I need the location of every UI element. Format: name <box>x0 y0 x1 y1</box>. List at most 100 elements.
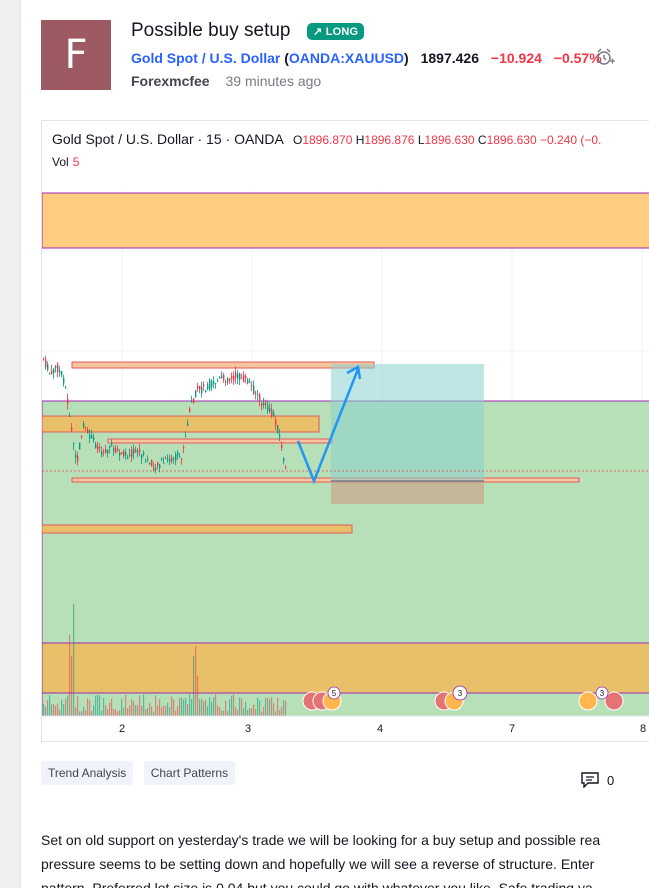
idea-description: Set on old support on yesterday's trade … <box>41 828 649 888</box>
price-change: −10.924 <box>490 50 542 66</box>
volume-bar <box>121 698 123 716</box>
candle-body <box>235 372 237 378</box>
demand-zone-orange[interactable] <box>42 642 649 694</box>
support-line-2[interactable] <box>71 477 580 483</box>
candle-body <box>93 437 95 441</box>
candle-body <box>119 452 121 456</box>
candle-body <box>107 450 109 454</box>
volume-bar <box>171 696 173 716</box>
volume-bar <box>83 706 85 716</box>
candle-body <box>187 423 189 426</box>
volume-bar <box>53 703 55 716</box>
time-tick: 2 <box>119 723 125 735</box>
symbol-name-link[interactable]: Gold Spot / U.S. Dollar <box>131 50 281 66</box>
tag-chart-patterns[interactable]: Chart Patterns <box>143 761 236 785</box>
volume-bar <box>97 694 99 716</box>
comments-button[interactable]: 0 <box>581 772 614 788</box>
chart-canvas[interactable]: 5 3 3 2 3 4 7 8 <box>42 121 649 741</box>
volume-bar <box>133 701 135 716</box>
volume-bar <box>127 708 129 716</box>
volume-bar <box>229 699 231 716</box>
candle-body <box>125 452 127 455</box>
volume-bar <box>201 699 203 716</box>
volume-bar <box>147 708 149 716</box>
volume-bar <box>241 698 243 716</box>
candle-body <box>139 449 141 452</box>
candle-body <box>179 456 181 458</box>
volume-bar <box>169 707 171 716</box>
candle-body <box>211 381 213 387</box>
symbol-code-wrap: (OANDA:XAUUSD) <box>284 50 409 66</box>
candle-body <box>177 452 179 456</box>
symbol-line: Gold Spot / U.S. Dollar (OANDA:XAUUSD) 1… <box>131 50 602 66</box>
candle-body <box>175 454 177 461</box>
candle-body <box>145 459 147 461</box>
candle-body <box>253 385 255 395</box>
time-tick: 3 <box>245 723 251 735</box>
candle-body <box>137 451 139 454</box>
volume-bar <box>129 705 131 716</box>
description-line: pressure seems to be setting down and ho… <box>41 856 595 872</box>
candle-body <box>149 462 151 465</box>
candle-body <box>213 381 215 384</box>
author-name[interactable]: Forexmcfee <box>131 73 210 89</box>
volume-bar <box>167 702 169 716</box>
chart-panel[interactable]: 5 3 3 2 3 4 7 8 Gold Spot / U.S. Dollar … <box>41 120 649 742</box>
volume-bar <box>263 706 265 716</box>
candle-body <box>215 383 217 385</box>
candle-body <box>99 447 101 449</box>
volume-bar <box>225 700 227 716</box>
candle-body <box>115 448 117 453</box>
volume-bar <box>223 710 225 716</box>
publish-time: 39 minutes ago <box>225 73 322 89</box>
volume-bar <box>197 675 199 716</box>
candle-body <box>217 380 219 382</box>
candle-body <box>49 373 51 375</box>
resistance-box[interactable] <box>71 361 375 369</box>
volume-bar <box>99 695 101 716</box>
tag-list: Trend Analysis Chart Patterns <box>41 761 241 785</box>
candle-body <box>261 403 263 406</box>
lower-box[interactable] <box>42 524 353 534</box>
economic-event-icons[interactable]: 5 3 3 <box>302 685 624 711</box>
tag-trend-analysis[interactable]: Trend Analysis <box>41 761 134 785</box>
volume-bar <box>79 711 81 716</box>
candle-body <box>161 459 163 461</box>
candle-body <box>281 444 283 449</box>
time-axis[interactable]: 2 3 4 7 8 <box>119 723 646 735</box>
volume-bar <box>115 709 117 716</box>
trend-up-icon: ↗ <box>313 26 323 38</box>
price-candles <box>43 355 287 474</box>
candle-body <box>157 462 159 466</box>
stop-area[interactable] <box>331 481 484 504</box>
candle-body <box>53 368 55 373</box>
volume-bar <box>101 710 103 716</box>
volume-bar <box>189 694 191 716</box>
candle-body <box>199 385 201 390</box>
volume-bar <box>161 707 163 716</box>
candle-body <box>197 386 199 389</box>
supply-zone-top[interactable] <box>42 192 649 249</box>
author-avatar[interactable]: F <box>41 20 111 90</box>
mid-box[interactable] <box>42 415 320 433</box>
volume-bar <box>89 700 91 716</box>
candle-body <box>251 385 253 387</box>
volume-bar <box>203 701 205 716</box>
volume-bar <box>87 698 89 716</box>
volume-bar <box>113 708 115 716</box>
volume-bar <box>51 704 53 716</box>
idea-title[interactable]: Possible buy setup <box>131 20 291 41</box>
symbol-code-link[interactable]: OANDA:XAUUSD <box>288 50 405 66</box>
volume-bar <box>77 696 79 716</box>
alarm-clock-icon[interactable] <box>595 47 615 67</box>
low-value: 1896.630 <box>424 133 475 147</box>
change-value: −0.240 (−0. <box>539 133 602 147</box>
candle-body <box>167 459 169 461</box>
time-tick: 8 <box>640 723 646 735</box>
candle-body <box>73 442 75 445</box>
target-area[interactable] <box>331 364 484 481</box>
volume-bar <box>195 646 197 716</box>
legend-title: Gold Spot / U.S. Dollar · 15 · OANDA <box>52 131 284 147</box>
volume-bar <box>267 697 269 716</box>
projection-arrow[interactable] <box>296 368 360 485</box>
